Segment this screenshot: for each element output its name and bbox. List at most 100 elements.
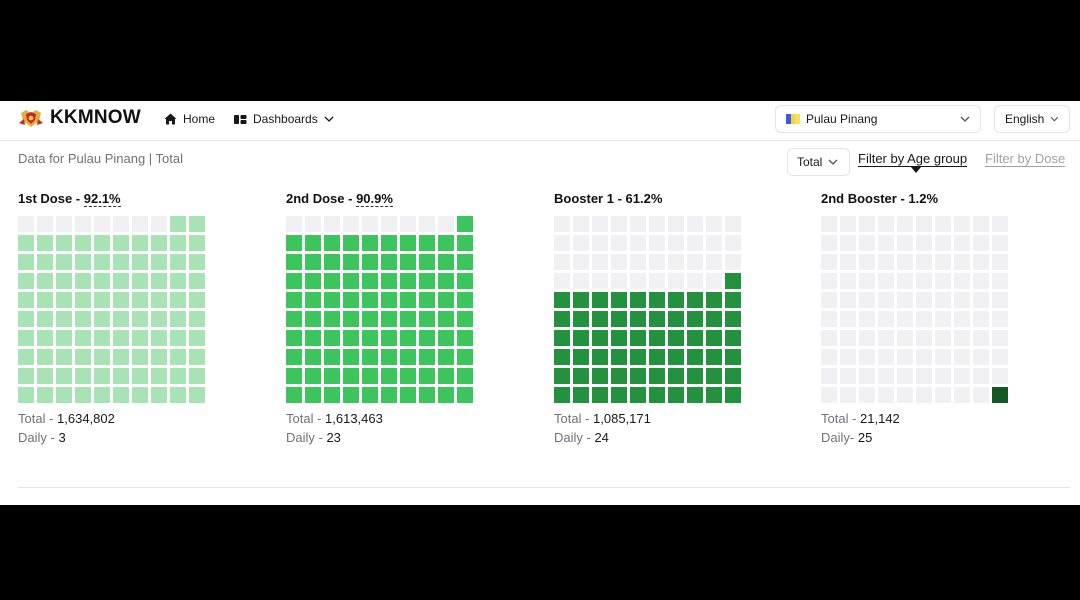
- waffle-cell: [935, 292, 951, 308]
- waffle-chart: [18, 216, 258, 403]
- waffle-cell: [170, 216, 186, 232]
- waffle-cell: [343, 311, 359, 327]
- waffle-cell: [457, 254, 473, 270]
- waffle-cell: [438, 292, 454, 308]
- waffle-cell: [381, 387, 397, 403]
- waffle-cell: [821, 292, 837, 308]
- waffle-cell: [438, 349, 454, 365]
- waffle-cell: [305, 292, 321, 308]
- waffle-cell: [840, 254, 856, 270]
- waffle-cell: [630, 387, 646, 403]
- waffle-cell: [400, 216, 416, 232]
- waffle-cell: [649, 216, 665, 232]
- waffle-cell: [362, 387, 378, 403]
- waffle-cell: [649, 292, 665, 308]
- waffle-cell: [113, 292, 129, 308]
- daily-value: 24: [594, 430, 609, 445]
- waffle-cell: [343, 273, 359, 289]
- waffle-cell: [992, 235, 1008, 251]
- waffle-cell: [94, 330, 110, 346]
- waffle-cell: [649, 311, 665, 327]
- card-title-text: 2nd Booster - 1.2%: [821, 191, 939, 206]
- waffle-cell: [859, 330, 875, 346]
- waffle-cell: [821, 216, 837, 232]
- waffle-cell: [305, 311, 321, 327]
- waffle-cell: [573, 235, 589, 251]
- waffle-cell: [992, 311, 1008, 327]
- waffle-cell: [438, 368, 454, 384]
- waffle-cell: [37, 235, 53, 251]
- waffle-cell: [132, 254, 148, 270]
- language-select[interactable]: English: [994, 105, 1070, 133]
- waffle-cell: [992, 368, 1008, 384]
- card-title: 1st Dose - 92.1%: [18, 191, 258, 209]
- state-select-value: Pulau Pinang: [806, 112, 878, 126]
- waffle-cell: [324, 235, 340, 251]
- card-title-text: 2nd Dose -: [286, 191, 357, 206]
- waffle-cell: [132, 349, 148, 365]
- waffle-cell: [457, 368, 473, 384]
- waffle-cell: [668, 349, 684, 365]
- waffle-cell: [821, 387, 837, 403]
- nav-home-link[interactable]: Home: [164, 112, 215, 126]
- card-percentage[interactable]: 92.1%: [83, 191, 121, 207]
- waffle-cell: [935, 330, 951, 346]
- waffle-cell: [324, 330, 340, 346]
- waffle-cell: [419, 292, 435, 308]
- waffle-cell: [725, 216, 741, 232]
- waffle-cell: [630, 273, 646, 289]
- waffle-cell: [859, 311, 875, 327]
- waffle-cell: [457, 311, 473, 327]
- waffle-cell: [687, 349, 703, 365]
- waffle-cell: [151, 273, 167, 289]
- waffle-cell: [438, 273, 454, 289]
- total-label: Total -: [286, 411, 326, 426]
- waffle-cell: [189, 330, 205, 346]
- area-type-select-value: Total: [797, 155, 823, 169]
- active-tab-caret-icon: [911, 167, 921, 173]
- waffle-cell: [56, 292, 72, 308]
- waffle-cell: [649, 368, 665, 384]
- waffle-cell: [706, 330, 722, 346]
- area-type-select[interactable]: Total: [787, 148, 850, 176]
- waffle-cell: [343, 292, 359, 308]
- dose-card: 1st Dose - 92.1% Total - 1,634,802 Daily…: [18, 191, 258, 446]
- tab-filter-by-dose[interactable]: Filter by Dose: [985, 151, 1066, 167]
- waffle-cell: [611, 330, 627, 346]
- waffle-cell: [170, 311, 186, 327]
- waffle-cell: [286, 273, 302, 289]
- waffle-cell: [438, 235, 454, 251]
- waffle-cell: [94, 216, 110, 232]
- waffle-cell: [687, 368, 703, 384]
- waffle-cell: [916, 216, 932, 232]
- waffle-cell: [706, 235, 722, 251]
- dose-card: 2nd Booster - 1.2% Total - 21,142 Daily-…: [821, 191, 1061, 446]
- daily-stat: Daily - 24: [554, 430, 794, 446]
- waffle-cell: [668, 330, 684, 346]
- waffle-cell: [113, 273, 129, 289]
- state-select[interactable]: Pulau Pinang: [775, 105, 981, 133]
- waffle-cell: [170, 368, 186, 384]
- waffle-cell: [611, 273, 627, 289]
- card-percentage[interactable]: 90.9%: [356, 191, 393, 207]
- waffle-cell: [113, 235, 129, 251]
- waffle-cell: [725, 254, 741, 270]
- waffle-cell: [554, 330, 570, 346]
- waffle-cell: [611, 311, 627, 327]
- waffle-cell: [611, 368, 627, 384]
- waffle-cell: [897, 330, 913, 346]
- waffle-cell: [37, 273, 53, 289]
- tab-filter-by-age-group[interactable]: Filter by Age group: [858, 151, 968, 167]
- waffle-cell: [649, 254, 665, 270]
- waffle-cell: [840, 349, 856, 365]
- waffle-cell: [286, 368, 302, 384]
- waffle-cell: [878, 273, 894, 289]
- waffle-cell: [668, 273, 684, 289]
- top-nav: KKMNOW Home Dashboards: [0, 101, 1080, 141]
- nav-dashboards-menu[interactable]: Dashboards: [234, 112, 334, 126]
- waffle-cell: [840, 292, 856, 308]
- waffle-cell: [305, 387, 321, 403]
- waffle-cell: [916, 311, 932, 327]
- logo[interactable]: KKMNOW: [18, 107, 141, 129]
- waffle-cell: [151, 330, 167, 346]
